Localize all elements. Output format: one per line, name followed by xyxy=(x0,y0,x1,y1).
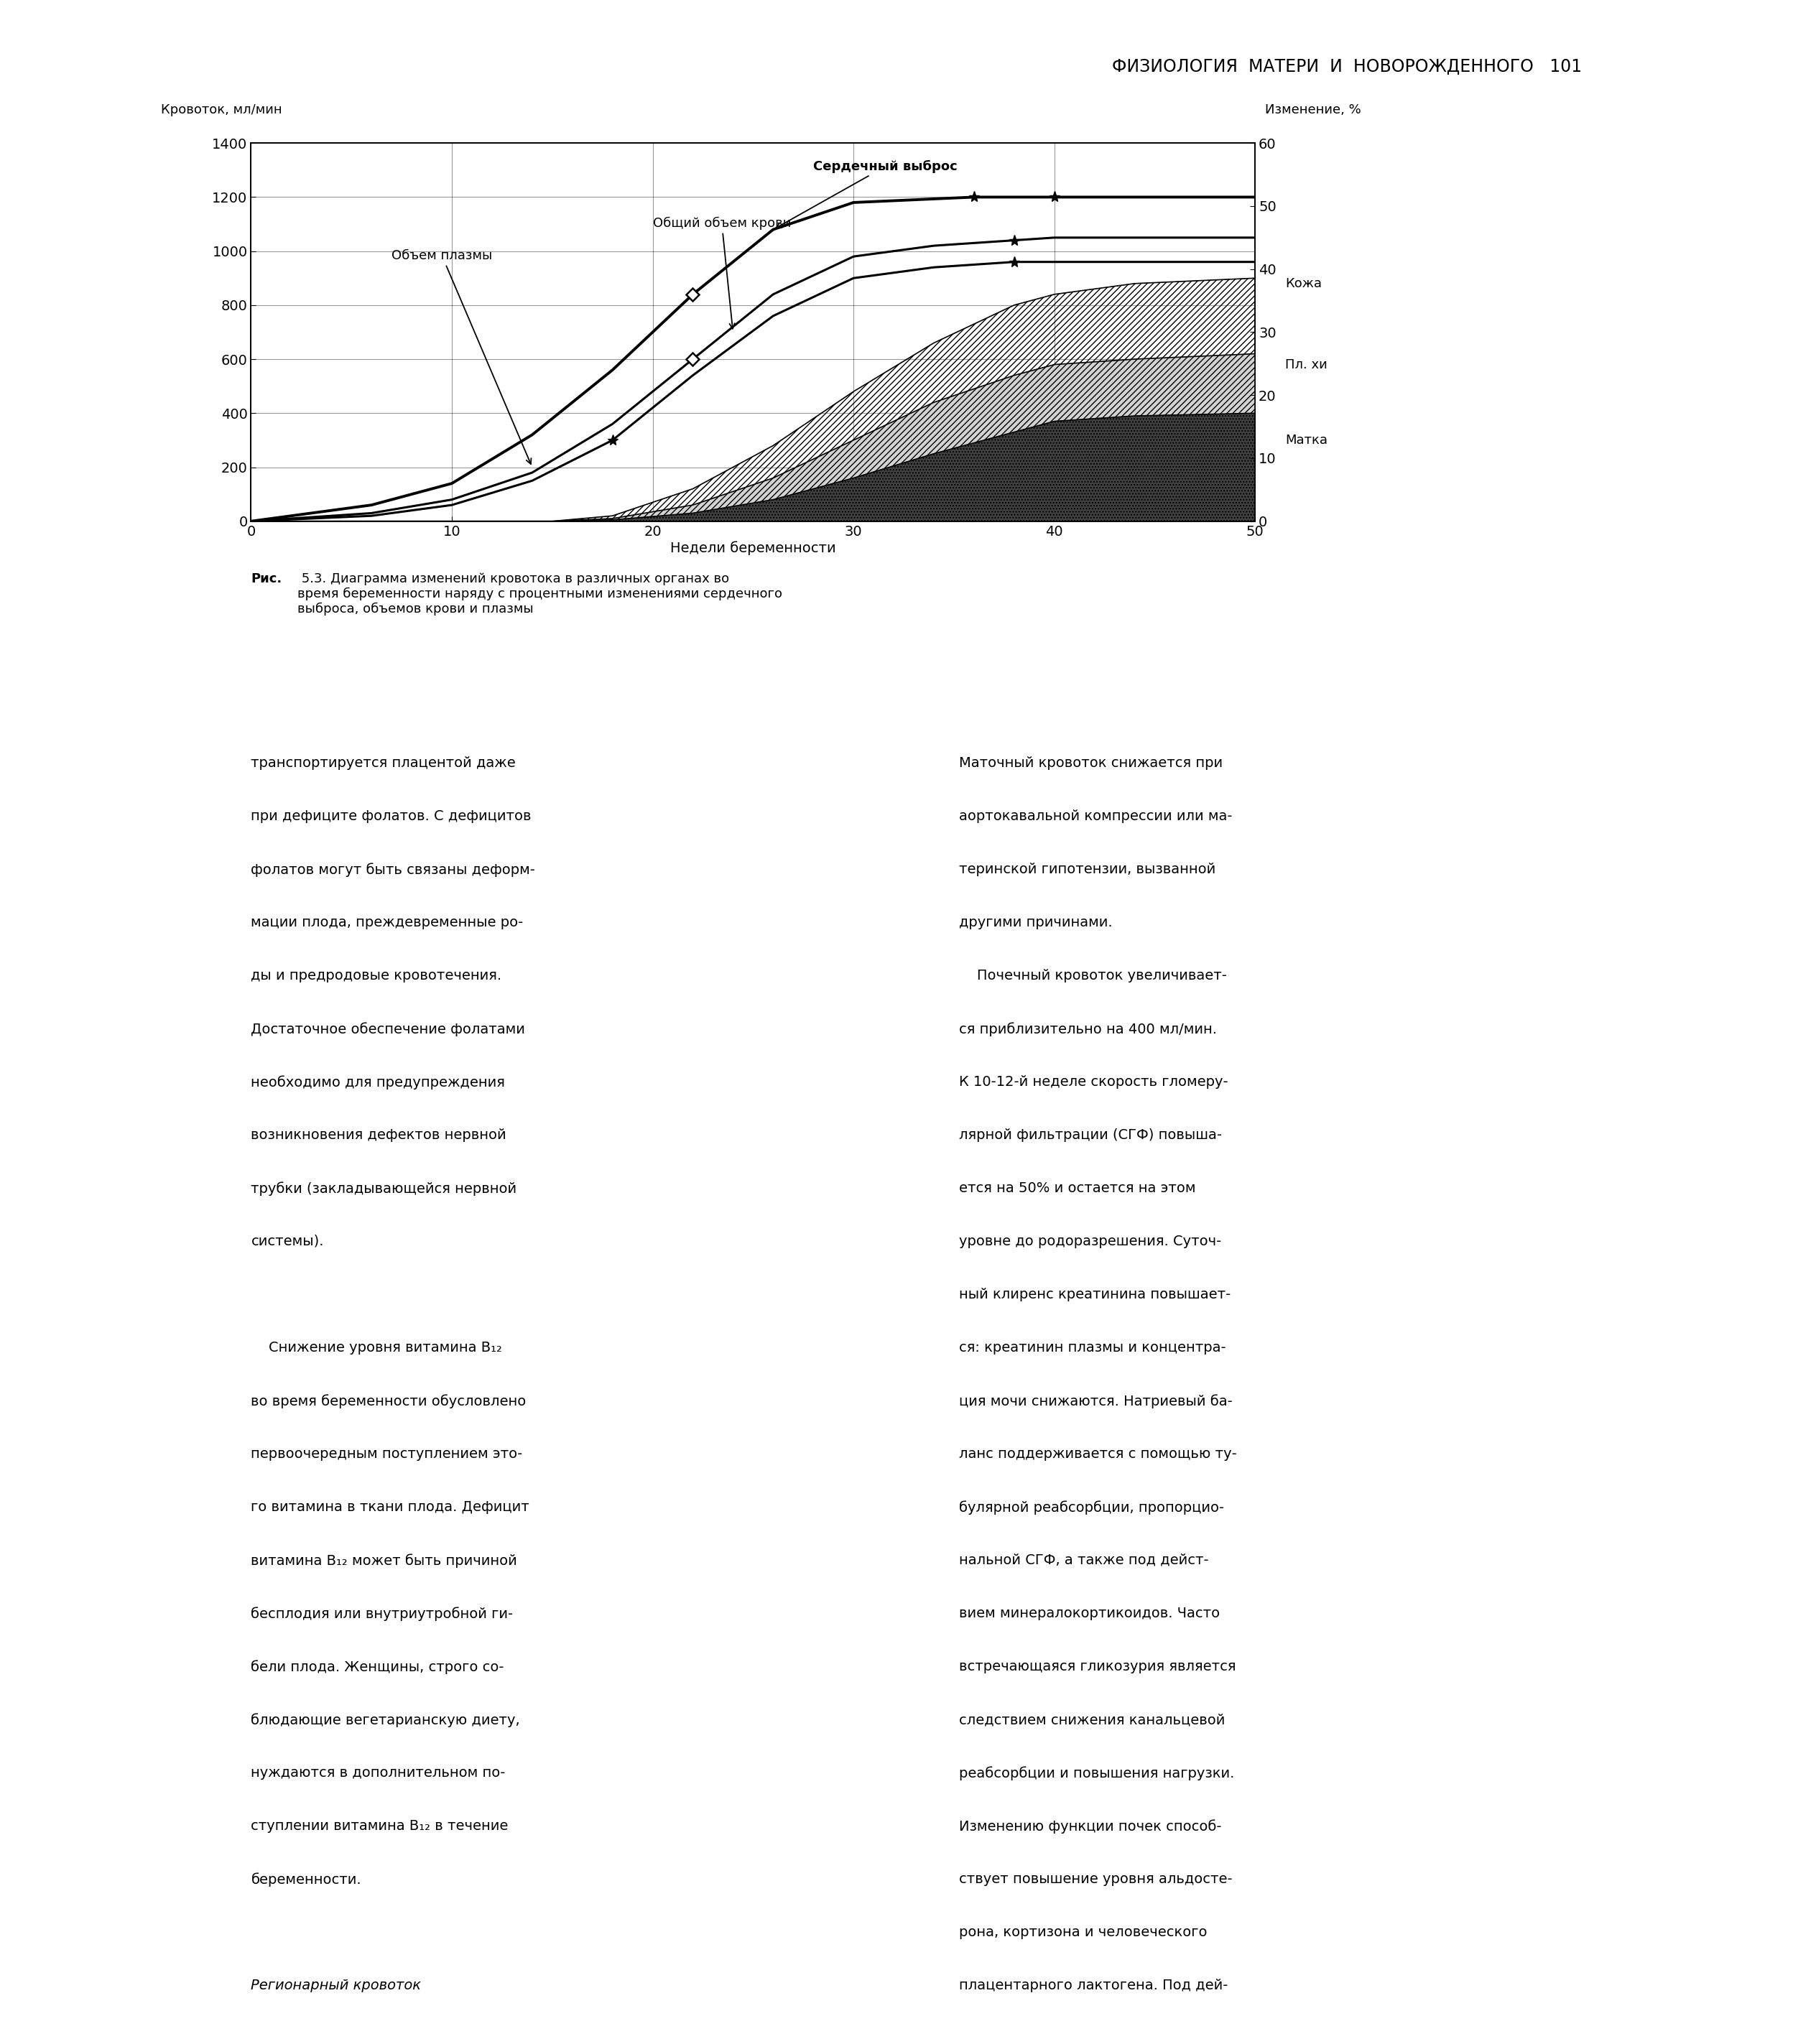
Text: фолатов могут быть связаны деформ-: фолатов могут быть связаны деформ- xyxy=(251,863,536,877)
Text: другими причинами.: другими причинами. xyxy=(959,916,1113,930)
Text: К 10-12-й неделе скорость гломеру-: К 10-12-й неделе скорость гломеру- xyxy=(959,1075,1228,1089)
Text: вием минералокортикоидов. Часто: вием минералокортикоидов. Часто xyxy=(959,1607,1219,1621)
Text: плацентарного лактогена. Под дей-: плацентарного лактогена. Под дей- xyxy=(959,1979,1228,1993)
Text: беременности.: беременности. xyxy=(251,1872,362,1887)
Text: блюдающие вегетарианскую диету,: блюдающие вегетарианскую диету, xyxy=(251,1713,520,1727)
Text: ступлении витамина В₁₂ в течение: ступлении витамина В₁₂ в течение xyxy=(251,1819,509,1833)
Text: уровне до родоразрешения. Суточ-: уровне до родоразрешения. Суточ- xyxy=(959,1235,1221,1249)
Text: го витамина в ткани плода. Дефицит: го витамина в ткани плода. Дефицит xyxy=(251,1500,529,1515)
Text: нальной СГФ, а также под дейст-: нальной СГФ, а также под дейст- xyxy=(959,1553,1208,1568)
Text: аортокавальной компрессии или ма-: аортокавальной компрессии или ма- xyxy=(959,809,1232,824)
Text: трубки (закладывающейся нервной: трубки (закладывающейся нервной xyxy=(251,1181,516,1196)
X-axis label: Недели беременности: Недели беременности xyxy=(671,542,836,556)
Text: первоочередным поступлением это-: первоочередным поступлением это- xyxy=(251,1447,524,1461)
Text: встречающаяся гликозурия является: встречающаяся гликозурия является xyxy=(959,1660,1235,1674)
Text: возникновения дефектов нервной: возникновения дефектов нервной xyxy=(251,1128,506,1143)
Text: Матка: Матка xyxy=(1286,433,1327,448)
Text: Изменению функции почек способ-: Изменению функции почек способ- xyxy=(959,1819,1221,1833)
Text: булярной реабсорбции, пропорцио-: булярной реабсорбции, пропорцио- xyxy=(959,1500,1225,1515)
Text: 5.3. Диаграмма изменений кровотока в различных органах во
время беременности нар: 5.3. Диаграмма изменений кровотока в раз… xyxy=(298,572,782,615)
Text: Регионарный кровоток: Регионарный кровоток xyxy=(251,1979,421,1993)
Text: ся: креатинин плазмы и концентра-: ся: креатинин плазмы и концентра- xyxy=(959,1341,1226,1355)
Text: ды и предродовые кровотечения.: ды и предродовые кровотечения. xyxy=(251,969,502,983)
Text: бесплодия или внутриутробной ги-: бесплодия или внутриутробной ги- xyxy=(251,1607,513,1621)
Text: теринской гипотензии, вызванной: теринской гипотензии, вызванной xyxy=(959,863,1216,877)
Text: необходимо для предупреждения: необходимо для предупреждения xyxy=(251,1075,506,1089)
Text: лярной фильтрации (СГФ) повыша-: лярной фильтрации (СГФ) повыша- xyxy=(959,1128,1223,1143)
Text: рона, кортизона и человеческого: рона, кортизона и человеческого xyxy=(959,1925,1207,1940)
Text: ся приблизительно на 400 мл/мин.: ся приблизительно на 400 мл/мин. xyxy=(959,1022,1217,1036)
Text: при дефиците фолатов. С дефицитов: при дефиците фолатов. С дефицитов xyxy=(251,809,531,824)
Text: Кожа: Кожа xyxy=(1286,278,1321,290)
Text: Почечный кровоток увеличивает-: Почечный кровоток увеличивает- xyxy=(959,969,1226,983)
Text: Рис.: Рис. xyxy=(251,572,282,585)
Text: Достаточное обеспечение фолатами: Достаточное обеспечение фолатами xyxy=(251,1022,525,1036)
Text: ный клиренс креатинина повышает-: ный клиренс креатинина повышает- xyxy=(959,1288,1232,1302)
Text: Маточный кровоток снижается при: Маточный кровоток снижается при xyxy=(959,756,1223,771)
Text: Кровоток, мл/мин: Кровоток, мл/мин xyxy=(161,104,282,117)
Text: ция мочи снижаются. Натриевый ба-: ция мочи снижаются. Натриевый ба- xyxy=(959,1394,1234,1408)
Text: во время беременности обусловлено: во время беременности обусловлено xyxy=(251,1394,527,1408)
Text: ствует повышение уровня альдосте-: ствует повышение уровня альдосте- xyxy=(959,1872,1232,1887)
Text: Объем плазмы: Объем плазмы xyxy=(391,249,531,464)
Text: нуждаются в дополнительном по-: нуждаются в дополнительном по- xyxy=(251,1766,506,1780)
Text: транспортируется плацентой даже: транспортируется плацентой даже xyxy=(251,756,516,771)
Text: витамина В₁₂ может быть причиной: витамина В₁₂ может быть причиной xyxy=(251,1553,518,1568)
Text: ется на 50% и остается на этом: ется на 50% и остается на этом xyxy=(959,1181,1196,1196)
Text: Изменение, %: Изменение, % xyxy=(1266,104,1361,117)
Text: Пл. хи: Пл. хи xyxy=(1286,358,1327,372)
Text: бели плода. Женщины, строго со-: бели плода. Женщины, строго со- xyxy=(251,1660,504,1674)
Text: мации плода, преждевременные ро-: мации плода, преждевременные ро- xyxy=(251,916,524,930)
Text: ФИЗИОЛОГИЯ  МАТЕРИ  И  НОВОРОЖДЕННОГО   101: ФИЗИОЛОГИЯ МАТЕРИ И НОВОРОЖДЕННОГО 101 xyxy=(1112,59,1581,76)
Text: Общий объем крови: Общий объем крови xyxy=(653,217,791,329)
Text: системы).: системы). xyxy=(251,1235,325,1249)
Text: Сердечный выброс: Сердечный выброс xyxy=(776,159,957,227)
Text: реабсорбции и повышения нагрузки.: реабсорбции и повышения нагрузки. xyxy=(959,1766,1235,1780)
Text: ланс поддерживается с помощью ту-: ланс поддерживается с помощью ту- xyxy=(959,1447,1237,1461)
Text: следствием снижения канальцевой: следствием снижения канальцевой xyxy=(959,1713,1225,1727)
Text: Снижение уровня витамина В₁₂: Снижение уровня витамина В₁₂ xyxy=(251,1341,502,1355)
